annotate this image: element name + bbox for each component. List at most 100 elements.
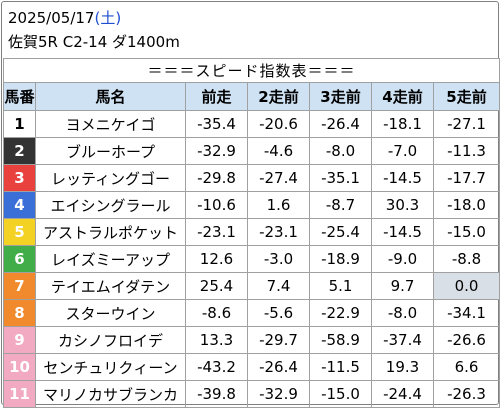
speed-index-cell: 6.6 [433, 353, 500, 381]
speed-index-cell: -3.0 [247, 245, 310, 273]
table-row: 6 レイズミーアップ 12.6 -3.0 -18.9 -9.0 -8.8 [3, 245, 500, 273]
table-header-row: 馬番 馬名 前走 2走前 3走前 4走前 5走前 [3, 82, 500, 111]
speed-index-cell: -4.6 [247, 137, 310, 165]
table-title: ＝＝＝スピード指数表＝＝＝ [3, 58, 500, 83]
horse-name-cell: センチュリクィーン [35, 353, 186, 381]
speed-index-cell: -18.9 [309, 245, 372, 273]
speed-index-cell: -26.4 [247, 353, 310, 381]
horse-name-cell: レッティングゴー [35, 164, 186, 192]
speed-index-cell: -11.3 [433, 137, 500, 165]
speed-index-cell: 25.4 [185, 272, 248, 300]
column-header-2-races-ago: 2走前 [247, 82, 310, 111]
speed-index-cell: -5.6 [247, 299, 310, 327]
speed-index-cell: -32.9 [247, 380, 310, 408]
day-of-week-open: ( [94, 9, 101, 27]
table-row: 8 スターウイン -8.6 -5.6 -22.9 -8.0 -34.1 [3, 299, 500, 327]
speed-index-cell: -10.6 [185, 191, 248, 219]
table-row: 10 センチュリクィーン -43.2 -26.4 -11.5 19.3 6.6 [3, 353, 500, 381]
day-of-week: 土 [100, 9, 116, 27]
horse-number-cell: 8 [3, 299, 36, 327]
speed-index-cell: -11.5 [309, 353, 372, 381]
table-row: 3 レッティングゴー -29.8 -27.4 -35.1 -14.5 -17.7 [3, 164, 500, 192]
horse-name-cell: レイズミーアップ [35, 245, 186, 273]
speed-index-cell: -22.9 [309, 299, 372, 327]
speed-index-cell: -39.8 [185, 380, 248, 408]
speed-index-cell: 0.0 [433, 272, 500, 300]
speed-index-cell: 13.3 [185, 326, 248, 354]
speed-index-cell: -29.8 [185, 164, 248, 192]
table-title-row: ＝＝＝スピード指数表＝＝＝ [3, 58, 500, 83]
speed-index-cell: -32.9 [185, 137, 248, 165]
horse-name-cell: アストラルポケット [35, 218, 186, 246]
horse-name-cell: テイエムイダテン [35, 272, 186, 300]
speed-index-cell: -7.0 [371, 137, 434, 165]
speed-index-cell: -27.1 [433, 110, 500, 138]
speed-index-cell: -23.1 [247, 218, 310, 246]
speed-index-cell: -23.1 [185, 218, 248, 246]
horse-name-cell: エイシングラール [35, 191, 186, 219]
table-row: 7 テイエムイダテン 25.4 7.4 5.1 9.7 0.0 [3, 272, 500, 300]
table-row: 2 ブルーホープ -32.9 -4.6 -8.0 -7.0 -11.3 [3, 137, 500, 165]
horse-number-cell: 6 [3, 245, 36, 273]
speed-index-cell: 30.3 [371, 191, 434, 219]
speed-index-cell: -8.7 [309, 191, 372, 219]
horse-number-cell: 5 [3, 218, 36, 246]
speed-index-cell: 5.1 [309, 272, 372, 300]
speed-index-cell: -35.1 [309, 164, 372, 192]
horse-number-cell: 4 [3, 191, 36, 219]
horse-name-cell: ブルーホープ [35, 137, 186, 165]
column-header-number: 馬番 [3, 82, 36, 111]
speed-index-cell: -24.4 [371, 380, 434, 408]
speed-index-cell: -37.4 [371, 326, 434, 354]
speed-index-cell: 19.3 [371, 353, 434, 381]
speed-index-cell: -20.6 [247, 110, 310, 138]
horse-name-cell: マリノカサブランカ [35, 380, 186, 408]
speed-index-cell: -17.7 [433, 164, 500, 192]
speed-index-cell: -15.0 [433, 218, 500, 246]
speed-index-cell: -18.0 [433, 191, 500, 219]
table-row: 9 カシノフロイデ 13.3 -29.7 -58.9 -37.4 -26.6 [3, 326, 500, 354]
horse-number-cell: 2 [3, 137, 36, 165]
date-text: 2025/05/17 [8, 9, 95, 27]
speed-index-cell: -8.0 [371, 299, 434, 327]
speed-index-cell: -27.4 [247, 164, 310, 192]
day-of-week-close: ) [115, 9, 122, 27]
speed-index-cell: 1.6 [247, 191, 310, 219]
race-date: 2025/05/17(土) [8, 8, 121, 28]
horse-number-cell: 10 [3, 353, 36, 381]
speed-index-cell: 12.6 [185, 245, 248, 273]
speed-index-cell: -14.5 [371, 218, 434, 246]
horse-name-cell: ヨメニケイゴ [35, 110, 186, 138]
speed-index-cell: -58.9 [309, 326, 372, 354]
horse-name-cell: スターウイン [35, 299, 186, 327]
column-header-horse-name: 馬名 [35, 82, 186, 111]
speed-index-table: ＝＝＝スピード指数表＝＝＝ 馬番 馬名 前走 2走前 3走前 4走前 5走前 1… [3, 58, 500, 408]
race-info: 佐賀5R C2-14 ダ1400m [8, 33, 180, 51]
column-header-4-races-ago: 4走前 [371, 82, 434, 111]
speed-index-cell: -26.3 [433, 380, 500, 408]
column-header-5-races-ago: 5走前 [433, 82, 500, 111]
speed-index-cell: -26.4 [309, 110, 372, 138]
speed-index-cell: -34.1 [433, 299, 500, 327]
table-row: 4 エイシングラール -10.6 1.6 -8.7 30.3 -18.0 [3, 191, 500, 219]
speed-index-cell: 9.7 [371, 272, 434, 300]
column-header-3-races-ago: 3走前 [309, 82, 372, 111]
horse-number-cell: 3 [3, 164, 36, 192]
horse-number-cell: 7 [3, 272, 36, 300]
speed-index-cell: -25.4 [309, 218, 372, 246]
table-row: 11 マリノカサブランカ -39.8 -32.9 -15.0 -24.4 -26.3 [3, 380, 500, 408]
table-row: 1 ヨメニケイゴ -35.4 -20.6 -26.4 -18.1 -27.1 [3, 110, 500, 138]
speed-index-cell: -35.4 [185, 110, 248, 138]
speed-index-cell: -8.6 [185, 299, 248, 327]
speed-index-cell: -43.2 [185, 353, 248, 381]
speed-index-cell: -14.5 [371, 164, 434, 192]
speed-index-cell: -18.1 [371, 110, 434, 138]
horse-number-cell: 1 [3, 110, 36, 138]
speed-index-cell: -15.0 [309, 380, 372, 408]
horse-name-cell: カシノフロイデ [35, 326, 186, 354]
speed-index-cell: -9.0 [371, 245, 434, 273]
speed-index-cell: 7.4 [247, 272, 310, 300]
column-header-last-race: 前走 [185, 82, 248, 111]
speed-index-cell: -8.8 [433, 245, 500, 273]
